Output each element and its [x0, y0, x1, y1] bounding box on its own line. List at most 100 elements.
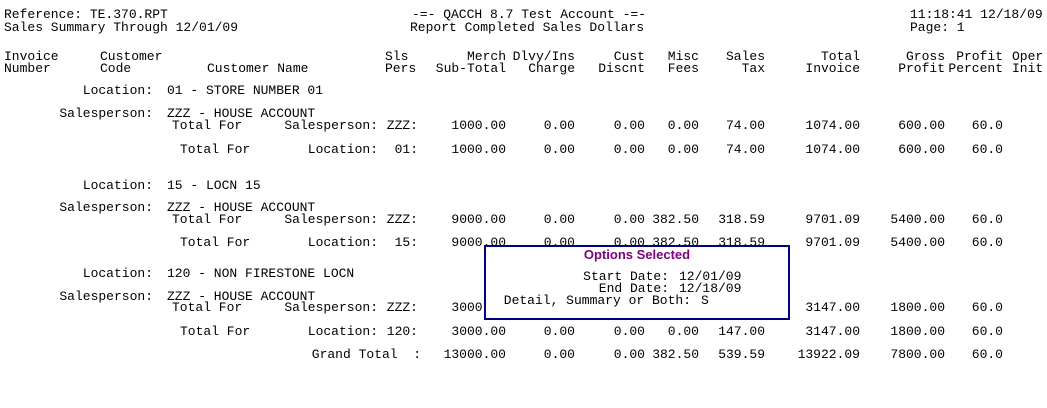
cell-misc-fees: 382.50 — [652, 347, 699, 362]
total-key-label: Salesperson: — [284, 212, 378, 227]
location-label: Location: — [82, 178, 153, 193]
location-total-row: Total For Location: 120: 3000.00 0.00 0.… — [0, 325, 1047, 338]
cell-gross-profit: 7800.00 — [890, 347, 945, 362]
cell-merch-subtotal: 1000.00 — [451, 142, 506, 157]
salesperson-label: Salesperson: — [59, 289, 153, 304]
cell-gross-profit: 5400.00 — [890, 235, 945, 250]
report-title-2: Report Completed Sales Dollars — [410, 20, 645, 35]
salesperson-row: Salesperson: ZZZ - HOUSE ACCOUNT — [0, 290, 1047, 303]
salesperson-total-row: Total For Salesperson: ZZZ: 9000.00 0.00… — [0, 213, 1047, 226]
col-merch-subtotal: Merch — [466, 49, 506, 64]
cell-profit-percent: 60.0 — [971, 118, 1003, 133]
cell-gross-profit: 5400.00 — [890, 212, 945, 227]
cell-sales-tax: 318.59 — [718, 212, 765, 227]
cell-misc-fees: 382.50 — [652, 212, 699, 227]
cell-total-invoice: 3147.00 — [805, 300, 860, 315]
cell-total-invoice: 3147.00 — [805, 324, 860, 339]
location-row: Location: 120 - NON FIRESTONE LOCN — [0, 267, 1047, 280]
cell-sales-tax: 74.00 — [725, 118, 765, 133]
col-total-invoice: Total — [820, 49, 860, 64]
col-cust-discnt: Cust — [613, 49, 645, 64]
cell-sales-tax: 74.00 — [725, 142, 765, 157]
report-timestamp: 11:18:41 12/18/09 — [910, 7, 1043, 22]
cell-profit-percent: 60.0 — [971, 212, 1003, 227]
cell-misc-fees: 0.00 — [667, 118, 699, 133]
cell-cust-discnt: 0.00 — [613, 142, 645, 157]
cell-gross-profit: 1800.00 — [890, 324, 945, 339]
location-value: 01 - STORE NUMBER 01 — [167, 83, 324, 98]
options-panel-title: Options Selected — [583, 247, 691, 262]
cell-dlvy-ins-charge: 0.00 — [543, 142, 575, 157]
col-gross-profit: Gross — [905, 49, 945, 64]
location-row: Location: 15 - LOCN 15 — [0, 179, 1047, 192]
cell-profit-percent: 60.0 — [971, 142, 1003, 157]
col-dlvy-ins-charge: Dlvy/Ins — [512, 49, 575, 64]
grand-total-row: Grand Total : 13000.00 0.00 0.00 382.50 … — [0, 348, 1047, 361]
header-line-2: Sales Summary Through 12/01/09 Report Co… — [0, 21, 1047, 34]
col-oper-init: Oper — [1012, 49, 1044, 64]
cell-total-invoice: 1074.00 — [805, 142, 860, 157]
salesperson-label: Salesperson: — [59, 106, 153, 121]
cell-merch-subtotal: 9000.00 — [451, 212, 506, 227]
salesperson-total-row: Total For Salesperson: ZZZ: 1000.00 0.00… — [0, 119, 1047, 132]
cell-misc-fees: 0.00 — [667, 142, 699, 157]
total-for-label: Total For — [172, 212, 243, 227]
total-key-label: Location: — [307, 235, 378, 250]
cell-total-invoice: 9701.09 — [805, 212, 860, 227]
total-key-label: Location: — [307, 324, 378, 339]
cell-cust-discnt: 0.00 — [613, 118, 645, 133]
total-key-code: 01: — [394, 142, 418, 157]
col-total-invoice: Invoice — [805, 61, 860, 76]
start-date-label: Start Date: — [583, 269, 669, 284]
col-customer-code: Code — [100, 61, 132, 76]
col-sales-tax: Sales — [725, 49, 765, 64]
salesperson-row: Salesperson: ZZZ - HOUSE ACCOUNT — [0, 107, 1047, 120]
cell-gross-profit: 600.00 — [898, 118, 945, 133]
salesperson-total-row: Total For Salesperson: ZZZ: 3000.00 3147… — [0, 301, 1047, 314]
cell-total-invoice: 1074.00 — [805, 118, 860, 133]
report-subtitle: Sales Summary Through 12/01/09 — [4, 20, 239, 35]
col-oper-init: Init — [1012, 61, 1044, 76]
location-label: Location: — [82, 83, 153, 98]
salesperson-row: Salesperson: ZZZ - HOUSE ACCOUNT — [0, 201, 1047, 214]
start-date-value: 12/01/09 — [679, 269, 742, 284]
total-key-code: ZZZ: — [386, 300, 418, 315]
cell-profit-percent: 60.0 — [971, 324, 1003, 339]
total-for-label: Total For — [172, 118, 243, 133]
salesperson-value: ZZZ - HOUSE ACCOUNT — [167, 106, 316, 121]
total-for-label: Total For — [180, 324, 251, 339]
location-row: Location: 01 - STORE NUMBER 01 — [0, 84, 1047, 97]
location-total-row: Total For Location: 01: 1000.00 0.00 0.0… — [0, 143, 1047, 156]
column-header-row-2: Number Code Customer Name Pers Sub-Total… — [0, 62, 1047, 75]
salesperson-value: ZZZ - HOUSE ACCOUNT — [167, 200, 316, 215]
col-profit-percent: Profit — [956, 49, 1003, 64]
end-date-label: End Date: — [598, 281, 669, 296]
cell-dlvy-ins-charge: 0.00 — [543, 347, 575, 362]
cell-dlvy-ins-charge: 0.00 — [543, 118, 575, 133]
report-title: -=- QACCH 8.7 Test Account -=- — [412, 7, 647, 22]
total-key-label: Salesperson: — [284, 300, 378, 315]
col-misc-fees: Misc — [667, 49, 699, 64]
total-key-code: ZZZ: — [386, 212, 418, 227]
cell-cust-discnt: 0.00 — [613, 347, 645, 362]
col-misc-fees: Fees — [667, 61, 699, 76]
total-key-code: 120: — [386, 324, 418, 339]
total-key-code: ZZZ: — [386, 118, 418, 133]
report-reference: Reference: TE.370.RPT — [4, 7, 168, 22]
cell-profit-percent: 60.0 — [971, 347, 1003, 362]
location-value: 120 - NON FIRESTONE LOCN — [167, 266, 355, 281]
cell-cust-discnt: 0.00 — [613, 324, 645, 339]
cell-total-invoice: 9701.09 — [805, 235, 860, 250]
cell-sales-tax: 147.00 — [718, 324, 765, 339]
total-for-label: Total For — [180, 142, 251, 157]
options-selected-panel: Options Selected Start Date: 12/01/09 En… — [484, 245, 790, 320]
col-customer-code: Customer — [100, 49, 163, 64]
cell-merch-subtotal: 13000.00 — [443, 347, 506, 362]
total-key-code: 15: — [394, 235, 418, 250]
cell-gross-profit: 1800.00 — [890, 300, 945, 315]
cell-merch-subtotal: 3000.00 — [451, 324, 506, 339]
col-customer-name: Customer Name — [207, 61, 309, 76]
total-for-label: Total For — [172, 300, 243, 315]
location-value: 15 - LOCN 15 — [167, 178, 261, 193]
